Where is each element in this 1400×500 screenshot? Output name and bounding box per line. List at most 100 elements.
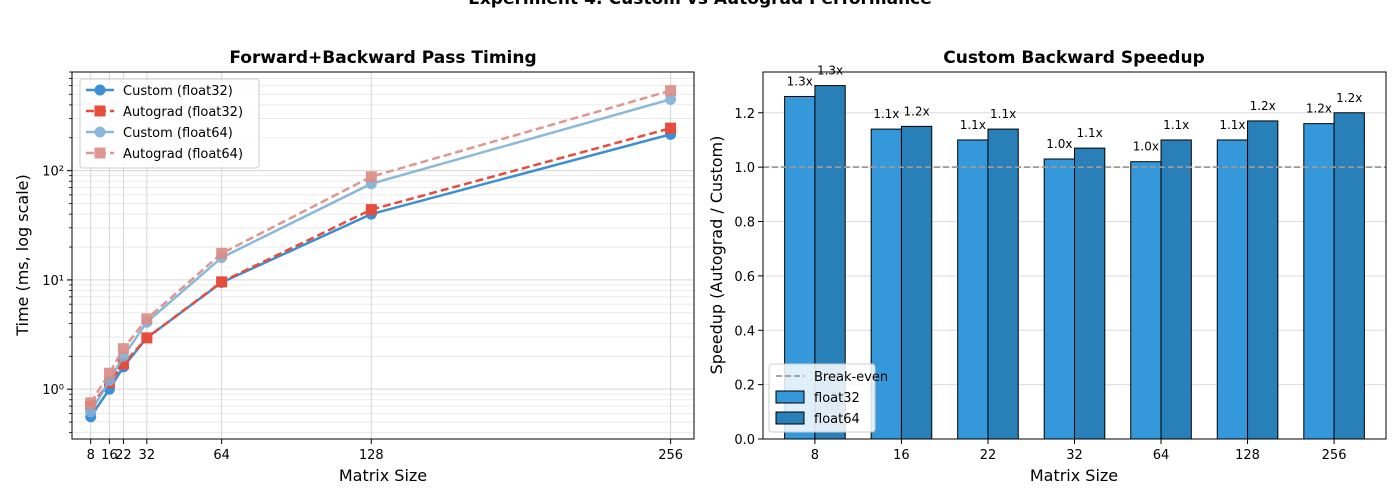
- y-tick-label: 1.0: [734, 161, 755, 176]
- data-point: [85, 397, 97, 409]
- y-tick-label: 0.2: [734, 379, 755, 394]
- series-line: [89, 126, 671, 407]
- speedup-chart-x-ticks: 8 16 22 32 64 128 256: [811, 439, 1347, 463]
- bar-value-label: 1.2x: [1336, 91, 1362, 105]
- y-tick-label: 0.8: [734, 216, 755, 231]
- bar: [1333, 112, 1365, 440]
- data-point: [103, 367, 115, 379]
- legend-entry: [86, 147, 114, 159]
- legend-marker: [94, 147, 106, 159]
- bar-value-label: 1.1x: [960, 118, 986, 132]
- bar-value-label: 1.3x: [817, 64, 843, 78]
- legend-entry: [86, 126, 114, 138]
- bar: [870, 128, 902, 440]
- bar: [1303, 123, 1335, 440]
- legend-swatch: [775, 411, 805, 425]
- timing-chart-y-label: Time (ms, log scale): [13, 174, 32, 337]
- x-tick-label: 8: [87, 448, 95, 463]
- y-tick-label: 0.0: [734, 433, 755, 448]
- data-point: [141, 332, 153, 344]
- x-tick-label: 64: [213, 448, 230, 463]
- data-point: [117, 343, 129, 355]
- data-point: [365, 204, 377, 216]
- bar-value-label: 1.1x: [990, 107, 1016, 121]
- timing-chart-title: Forward+Backward Pass Timing: [229, 48, 536, 68]
- legend-swatch: [775, 390, 805, 404]
- bar-value-label: 1.1x: [873, 107, 899, 121]
- legend-label: float64: [814, 412, 860, 427]
- x-tick-label: 8: [811, 448, 819, 463]
- legend-entry: [86, 105, 114, 117]
- series-autograd-float64: [85, 85, 677, 409]
- x-tick-label: 128: [1235, 448, 1260, 463]
- x-tick-label: 256: [658, 448, 683, 463]
- data-point: [216, 247, 228, 259]
- speedup-chart-y-label: Speedup (Autograd / Custom): [707, 136, 726, 375]
- x-tick-label: 128: [359, 448, 384, 463]
- bar-value-label: 1.0x: [1046, 137, 1072, 151]
- timing-chart-series: [85, 85, 677, 423]
- y-tick-label: 10²: [42, 165, 64, 180]
- x-tick-label: 16: [101, 448, 118, 463]
- x-tick-label: 22: [115, 448, 132, 463]
- x-tick-label: 256: [1322, 448, 1347, 463]
- legend-marker: [94, 126, 106, 138]
- bar: [957, 139, 989, 440]
- x-tick-label: 32: [1066, 448, 1083, 463]
- x-tick-label: 32: [139, 448, 156, 463]
- legend-entry: [86, 84, 114, 96]
- figure-suptitle: Experiment 4: Custom vs Autograd Perform…: [468, 0, 932, 9]
- legend-marker: [94, 84, 106, 96]
- legend-marker: [94, 105, 106, 117]
- speedup-chart-title: Custom Backward Speedup: [943, 48, 1205, 68]
- bar-value-label: 1.2x: [903, 104, 929, 118]
- legend-label: Break-even: [814, 370, 888, 385]
- series-line: [89, 133, 671, 418]
- bar: [1074, 147, 1106, 440]
- y-tick-label: 10¹: [42, 274, 64, 289]
- data-point: [365, 171, 377, 183]
- data-point: [665, 85, 677, 97]
- bar-value-label: 1.2x: [1250, 99, 1276, 113]
- data-point: [665, 122, 677, 134]
- bar: [987, 128, 1019, 440]
- speedup-chart-x-label: Matrix Size: [1030, 466, 1118, 485]
- bar: [1043, 158, 1076, 440]
- bar-value-label: 1.3x: [787, 74, 813, 88]
- speedup-chart: Custom Backward Speedup 1.3x 1.1x 1.1x 1.0x…: [707, 48, 1387, 485]
- legend-label: float32: [814, 391, 860, 406]
- data-point: [85, 406, 97, 418]
- x-tick-label: 22: [980, 448, 997, 463]
- bar: [1130, 161, 1162, 440]
- bar-value-label: 1.1x: [1219, 118, 1245, 132]
- y-tick-label: 0.4: [734, 324, 755, 339]
- timing-chart-y-ticks: 10⁰ 10¹ 10²: [42, 71, 72, 434]
- legend-box: [79, 78, 260, 169]
- speedup-chart-legend: Break-even float32 float64: [768, 363, 888, 433]
- timing-chart-legend: Custom (float32) Autograd (float32) Custom…: [79, 78, 260, 169]
- speedup-chart-y-ticks: 0.0 0.2 0.4 0.6 0.8 1.0 1.2: [734, 107, 763, 448]
- data-point: [216, 276, 228, 288]
- x-tick-label: 16: [893, 448, 910, 463]
- y-tick-label: 0.6: [734, 270, 755, 285]
- legend-label: Autograd (float32): [123, 105, 243, 120]
- bar: [1216, 139, 1249, 440]
- x-tick-label: 64: [1153, 448, 1170, 463]
- data-point: [117, 358, 129, 370]
- timing-chart-frame: [71, 71, 695, 440]
- bars-float64: 1.3x 1.2x 1.1x 1.1x 1.1x 1.2x 1.2x: [814, 64, 1365, 440]
- bar: [900, 125, 933, 440]
- y-tick-label: 10⁰: [42, 383, 64, 398]
- bar-value-label: 1.0x: [1133, 140, 1159, 154]
- timing-chart-x-label: Matrix Size: [339, 466, 427, 485]
- y-tick-label: 1.2: [734, 107, 755, 122]
- data-point: [665, 93, 677, 105]
- bar-value-label: 1.2x: [1306, 102, 1332, 116]
- bar-value-label: 1.1x: [1077, 126, 1103, 140]
- bar: [1160, 139, 1192, 440]
- bar-value-label: 1.1x: [1163, 118, 1189, 132]
- data-point: [141, 313, 153, 325]
- bar: [1247, 120, 1279, 440]
